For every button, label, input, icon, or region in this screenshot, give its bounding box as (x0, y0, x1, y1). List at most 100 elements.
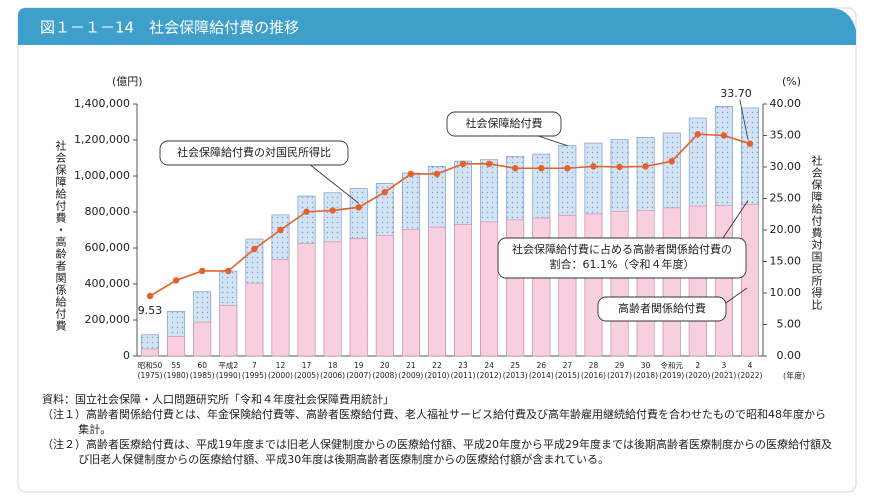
line-point (668, 158, 675, 165)
x-tick-year: (2017) (607, 371, 632, 380)
y-unit: (億円) (112, 75, 143, 88)
x-tick-year: (2019) (659, 371, 684, 380)
x-tick-year: (2021) (711, 371, 736, 380)
y2-tick-label: 20.00 (770, 223, 802, 236)
callout-box (159, 140, 349, 166)
bar (401, 229, 420, 357)
y-tick-label: 1,000,000 (74, 169, 130, 182)
y2-tick-label: 40.00 (770, 97, 802, 110)
callout-text: 高齢者関係給付費 (618, 301, 706, 315)
x-tick-year: (2012) (477, 371, 502, 380)
line-point (459, 160, 467, 168)
note: （注２）高齢者医療給付費は、平成19年度までは旧老人保健制度からの医療給付額、平… (42, 438, 832, 466)
x-tick-label: 55 (171, 361, 181, 370)
x-tick-year: (2007) (346, 371, 371, 380)
bar (662, 207, 681, 357)
y2-tick-label: 15.00 (770, 255, 802, 268)
y-tick-label: 200,000 (85, 313, 131, 326)
x-tick-label: 29 (615, 361, 625, 370)
y-tick-label: 600,000 (85, 241, 131, 254)
line-point (564, 165, 571, 172)
x-tick-label: 20 (380, 361, 390, 370)
x-tick-year: (2015) (555, 371, 580, 380)
callout-pointer (310, 164, 359, 204)
y2-tick-label: 0.00 (777, 349, 802, 362)
x-tick-label: 26 (537, 361, 547, 370)
line-point (407, 170, 415, 178)
x-tick-label: 12 (276, 361, 286, 370)
callout-box (497, 237, 747, 279)
line-point (746, 140, 754, 147)
bar (375, 235, 394, 357)
line-point (512, 165, 519, 172)
callout-text: 社会保障給付費に占める高齢者関係給付費の (512, 242, 732, 256)
x-tick-label: 17 (302, 361, 312, 370)
x-tick-label: 令和元 (660, 360, 683, 370)
note: （注１）高齢者関係給付費とは、年金保険給付費等、高齢者医療給付費、老人福祉サービ… (42, 408, 826, 436)
bar (584, 213, 603, 357)
bar (323, 241, 342, 357)
bar (688, 205, 707, 357)
x-tick-year: (2022) (737, 371, 762, 380)
x-tick-label: 25 (510, 361, 520, 370)
x-unit: (年度) (783, 371, 805, 381)
x-tick-label: 27 (563, 361, 573, 370)
line-point (146, 292, 154, 300)
header-bar (18, 8, 856, 45)
y-tick-label: 1,400,000 (74, 97, 130, 110)
x-tick-year: (1985) (190, 371, 215, 380)
bar (297, 243, 316, 357)
bar (454, 224, 472, 357)
x-tick-year: (2010) (424, 371, 449, 380)
x-tick-label: 30 (641, 361, 651, 370)
note-source: 資料：国立社会保障・人口問題研究所「令和４年度社会保障費用統計」 (42, 393, 394, 406)
label-leader (739, 99, 749, 140)
bar (349, 238, 368, 357)
bar (271, 259, 290, 357)
x-tick-label: 22 (432, 361, 442, 370)
line-point (277, 226, 284, 234)
line-point (329, 207, 336, 214)
bar (428, 226, 446, 357)
bar (193, 321, 212, 357)
x-tick-label: 24 (484, 361, 494, 370)
y-axis-title: 社会保障給付費・高齢者関係給付費 (54, 139, 67, 332)
bar (219, 305, 238, 357)
x-tick-label: 2 (695, 361, 700, 370)
y2-tick-label: 10.00 (770, 286, 802, 299)
x-tick-label: 4 (748, 361, 753, 370)
callout-text: 社会保障給付費の対国民所得比 (177, 145, 331, 159)
callout-box (446, 111, 562, 137)
y2-unit: (%) (782, 75, 801, 88)
line-point (485, 160, 493, 168)
x-tick-year: (2000) (268, 371, 293, 380)
line-point (616, 163, 623, 171)
callout-pointer (538, 135, 568, 147)
x-tick-year: (2016) (581, 371, 606, 380)
y2-axis-title: 社会保障給付費対国民所得比 (810, 154, 823, 311)
bar (610, 211, 629, 357)
y2-tick-label: 30.00 (770, 160, 802, 173)
y-tick-label: 400,000 (85, 277, 131, 290)
line-point (303, 208, 310, 215)
line-point (694, 131, 701, 138)
x-tick-year: (2005) (294, 371, 319, 380)
bar (141, 348, 159, 357)
x-tick-year: (1980) (164, 371, 189, 380)
y-tick-label: 800,000 (85, 205, 131, 218)
bar (558, 215, 577, 357)
x-tick-year: (2020) (685, 371, 710, 380)
chart: (億円) (%) 社会保障給付費・高齢者関係給付費 社会保障給付費対国民所得比 … (54, 75, 823, 381)
x-tick-label: 28 (589, 361, 599, 370)
line-point (720, 132, 728, 139)
notes: 資料：国立社会保障・人口問題研究所「令和４年度社会保障費用統計」 （注１）高齢者… (42, 392, 832, 467)
y2-tick-label: 5.00 (777, 318, 802, 331)
x-tick-label: 19 (354, 361, 364, 370)
bar (636, 210, 655, 357)
line-point (642, 163, 649, 170)
callout-box (597, 296, 727, 322)
x-tick-year: (2018) (633, 371, 658, 380)
y-tick-label: 1,200,000 (74, 133, 130, 146)
line-point (433, 170, 441, 178)
